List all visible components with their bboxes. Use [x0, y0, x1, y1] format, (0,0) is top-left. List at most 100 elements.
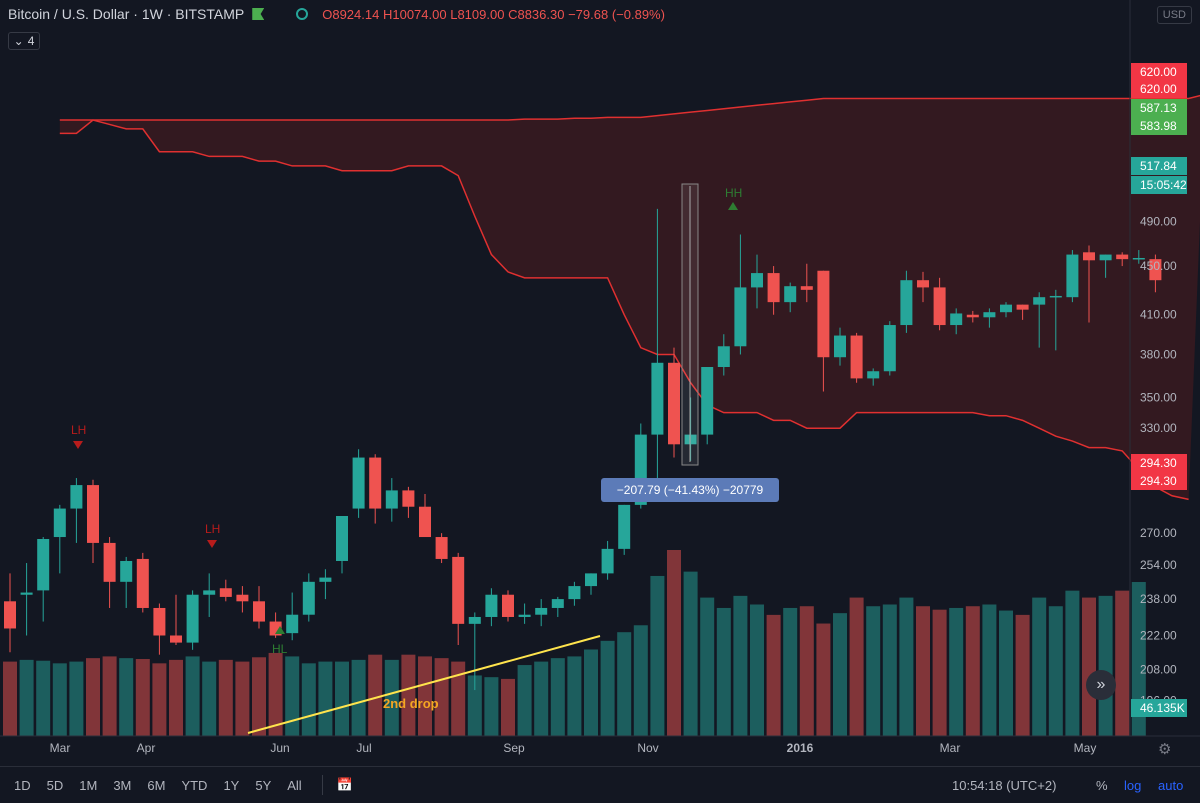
volume-bar [1032, 597, 1047, 736]
scroll-to-realtime-button[interactable]: » [1086, 670, 1116, 700]
candle-body [419, 506, 431, 538]
candle-body [170, 635, 182, 643]
market-status-icon [296, 8, 309, 20]
candle-body [867, 371, 880, 379]
time-tick: Nov [637, 741, 658, 755]
gear-icon[interactable]: ⚙ [1158, 741, 1172, 758]
range-5y[interactable]: 5Y [255, 777, 272, 793]
lh-down-arrow-icon [73, 441, 83, 449]
candle-body [834, 335, 846, 358]
price-label-badge [1131, 99, 1187, 117]
volume-bar [534, 661, 549, 736]
candle-body [87, 485, 99, 543]
volume-bar [19, 659, 34, 736]
candle-body [717, 346, 730, 367]
high-value: H10074.00 [382, 6, 447, 22]
candle-body [983, 312, 996, 318]
candle-body [684, 434, 697, 445]
candle-body [1066, 254, 1079, 298]
price-label-text: 587.13 [1140, 101, 1177, 115]
candle-body [767, 273, 780, 303]
volume-bar [916, 606, 930, 736]
volume-bar [899, 597, 914, 736]
range-1d[interactable]: 1D [14, 777, 31, 793]
log-toggle[interactable]: log [1124, 777, 1142, 793]
range-5d[interactable]: 5D [46, 777, 64, 793]
candle-body [585, 573, 597, 587]
price-label-badge [1131, 176, 1187, 194]
time-tick: Mar [50, 741, 71, 755]
candle-body [618, 504, 631, 549]
volume-bar [368, 654, 383, 736]
drop-annotation: 2nd drop [383, 696, 439, 711]
time-tick: 2016 [787, 741, 814, 755]
trend-line[interactable] [247, 635, 601, 734]
cloud-fill [59, 95, 1200, 500]
flag-icon[interactable] [252, 8, 265, 20]
candle-body [900, 280, 913, 326]
range-ytd[interactable]: YTD [181, 777, 208, 793]
price-tick: 410.00 [1140, 308, 1177, 322]
range-1y[interactable]: 1Y [223, 777, 240, 793]
volume-bar [1015, 614, 1030, 736]
symbol-title[interactable]: Bitcoin / U.S. Dollar · 1W · BITSTAMP [8, 6, 245, 22]
volume-bar [750, 604, 764, 736]
lh-down-arrow-icon-2 [207, 540, 217, 548]
candle-body [369, 457, 382, 509]
volume-bar [1098, 595, 1113, 736]
volume-bar [52, 663, 67, 736]
volume-bar [384, 659, 399, 736]
volume-bar [1048, 606, 1063, 736]
price-label-text: 15:05:42 [1140, 178, 1187, 192]
chart-header: Bitcoin / U.S. Dollar · 1W · BITSTAMP O8… [8, 6, 665, 22]
price-labels: 620.00 620.00 587.13 583.98 517.84 15:05:42 29… [1131, 63, 1187, 717]
candle-body [966, 314, 979, 318]
currency-label[interactable]: USD [1156, 6, 1192, 24]
candle-body [551, 599, 564, 608]
candle-body [651, 362, 664, 435]
candle-body [568, 586, 581, 600]
cloud-lower-line [59, 119, 1189, 501]
volume-bar [584, 649, 598, 736]
candle-body [1099, 254, 1112, 261]
volume-bar [617, 632, 632, 736]
chart-area[interactable]: LH LH HL HH 2nd drop 650.00530.00490.004… [0, 0, 1200, 766]
candle-body [352, 457, 365, 509]
percent-toggle[interactable]: % [1096, 777, 1108, 793]
volume-bar [550, 658, 565, 736]
volume-bar [650, 575, 665, 736]
candle-body [1049, 295, 1062, 298]
price-label-badge [1131, 472, 1187, 490]
range-1m[interactable]: 1M [79, 777, 98, 793]
price-label-text: 294.30 [1140, 474, 1177, 488]
range-6m[interactable]: 6M [147, 777, 166, 793]
volume-bar [799, 606, 814, 736]
volume-bar [882, 604, 897, 736]
indicator-collapse-button[interactable]: ⌄ 4 [8, 32, 40, 50]
range-all[interactable]: All [287, 777, 302, 793]
candle-body [850, 335, 863, 379]
volume-bar [235, 661, 250, 736]
hl-up-arrow-icon [275, 626, 285, 634]
time-tick: Sep [503, 741, 525, 755]
price-label-text: 620.00 [1140, 65, 1177, 79]
candle-body [800, 286, 813, 290]
range-3m[interactable]: 3M [113, 777, 132, 793]
hl-label: HL [272, 642, 288, 656]
clock-time[interactable]: 10:54:18 (UTC+2) [952, 777, 1057, 793]
price-tick: 350.00 [1140, 390, 1177, 404]
volume-bar [252, 657, 266, 736]
volume-bar [318, 661, 333, 736]
candle-body [385, 490, 398, 509]
ohlc-values: O8924.14 H10074.00 L8109.00 C8836.30 −79… [322, 7, 665, 22]
volume-bar [1131, 582, 1146, 736]
candle-body [817, 270, 830, 358]
price-tick: 254.00 [1140, 558, 1177, 572]
volume-bar [600, 640, 615, 736]
auto-toggle[interactable]: auto [1158, 777, 1184, 793]
calendar-icon[interactable]: 📅 [336, 777, 353, 792]
volume-bar [218, 659, 233, 736]
volume-bars [3, 550, 1146, 736]
volume-bar [484, 677, 499, 736]
candle-body [402, 490, 415, 507]
